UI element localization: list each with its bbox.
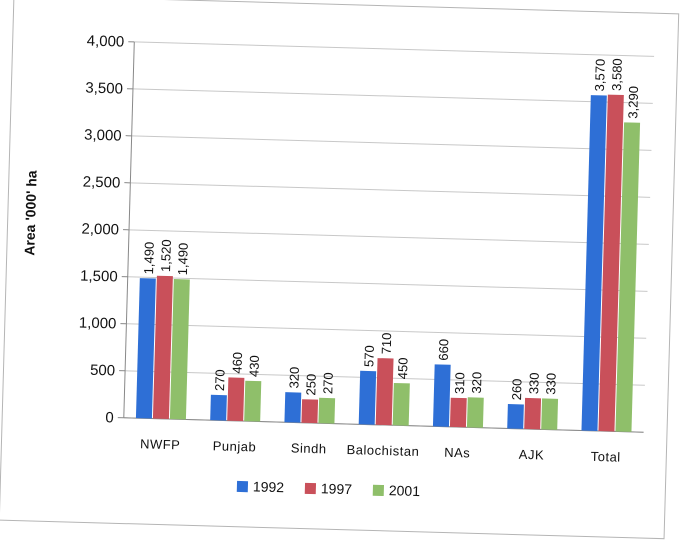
legend-swatch-1992 (236, 480, 249, 493)
bar-1992-total (581, 95, 607, 431)
legend-label: 1992 (253, 478, 285, 495)
legend-swatch-1997 (304, 482, 317, 495)
y-tick-label: 500 (90, 362, 115, 380)
category-label: NAs (444, 445, 470, 461)
gridline (132, 88, 653, 104)
bar-1997-ajk (524, 397, 542, 430)
y-tick-label: 0 (105, 409, 114, 426)
y-tick-label: 2,500 (83, 174, 121, 192)
gridline (127, 276, 648, 292)
bar-1997-nwfp (152, 275, 173, 420)
data-label: 3,290 (625, 86, 641, 119)
bar-2001-sindh (318, 397, 336, 424)
gridline (129, 229, 649, 245)
data-label: 320 (469, 372, 485, 394)
data-label: 310 (452, 372, 468, 394)
data-label: 430 (246, 355, 262, 377)
bar-1992-ajk (507, 404, 524, 429)
y-tick-label: 3,500 (85, 80, 123, 98)
bar-1997-nas (449, 397, 467, 428)
legend-swatch-2001 (372, 484, 385, 497)
data-label: 260 (509, 378, 525, 400)
bar-2001-nwfp (169, 279, 190, 420)
data-label: 330 (543, 373, 559, 395)
bar-1992-nwfp (135, 278, 156, 419)
y-axis-line (123, 41, 135, 418)
data-label: 570 (361, 345, 377, 367)
data-label: 710 (379, 332, 395, 354)
bar-1997-total (598, 94, 624, 432)
gridline (134, 41, 655, 57)
category-label: Punjab (213, 438, 257, 454)
data-label: 450 (395, 357, 411, 379)
bar-1992-punjab (210, 394, 227, 421)
bars (135, 94, 641, 432)
y-tick-label: 1,000 (79, 314, 117, 332)
y-tick-label: 1,500 (80, 267, 118, 285)
bar-2001-total (615, 122, 641, 432)
bar-1992-sindh (284, 392, 302, 423)
legend-label: 2001 (389, 482, 421, 499)
bar-1997-balochistan (375, 358, 394, 426)
bar-1997-punjab (227, 377, 245, 422)
y-axis-ticks: 0 500 1,000 1,500 2,000 2,500 3,000 3,500 4,000 (79, 33, 125, 427)
x-axis-categories: NWFP Punjab Sindh Balochistan NAs AJK Total (140, 436, 621, 464)
data-label: 660 (436, 339, 452, 361)
data-label: 330 (526, 372, 542, 394)
gridline (131, 135, 652, 151)
gridline (126, 323, 647, 339)
data-label: 1,490 (175, 243, 191, 276)
bar-2001-ajk (541, 398, 559, 430)
data-label: 3,580 (609, 58, 625, 91)
legend-label: 1997 (321, 480, 353, 497)
bar-2001-nas (466, 397, 484, 428)
y-axis-label: Area '000' ha (21, 170, 39, 256)
data-label: 3,570 (592, 59, 608, 92)
category-label: Sindh (291, 440, 327, 456)
data-label: 320 (286, 366, 302, 388)
legend: 1992 1997 2001 (236, 478, 421, 499)
bar-2001-punjab (244, 380, 262, 422)
gridline (130, 182, 651, 198)
data-label: 270 (212, 369, 228, 391)
category-label: AJK (519, 447, 545, 463)
bar-2001-balochistan (392, 382, 410, 426)
data-label: 1,520 (158, 239, 174, 272)
category-label: NWFP (140, 436, 181, 452)
data-label: 250 (303, 374, 319, 396)
y-tick-label: 3,000 (84, 127, 122, 145)
data-label: 1,490 (141, 242, 157, 275)
bar-1992-balochistan (358, 370, 377, 425)
category-label: Total (591, 449, 621, 465)
gridlines (117, 41, 655, 433)
y-tick-label: 4,000 (87, 33, 125, 51)
y-tick-label: 2,000 (81, 220, 119, 238)
data-label: 460 (229, 352, 245, 374)
bar-1992-nas (432, 364, 451, 427)
bar-1997-sindh (301, 399, 319, 424)
category-label: Balochistan (346, 442, 419, 459)
data-label: 270 (320, 372, 336, 394)
